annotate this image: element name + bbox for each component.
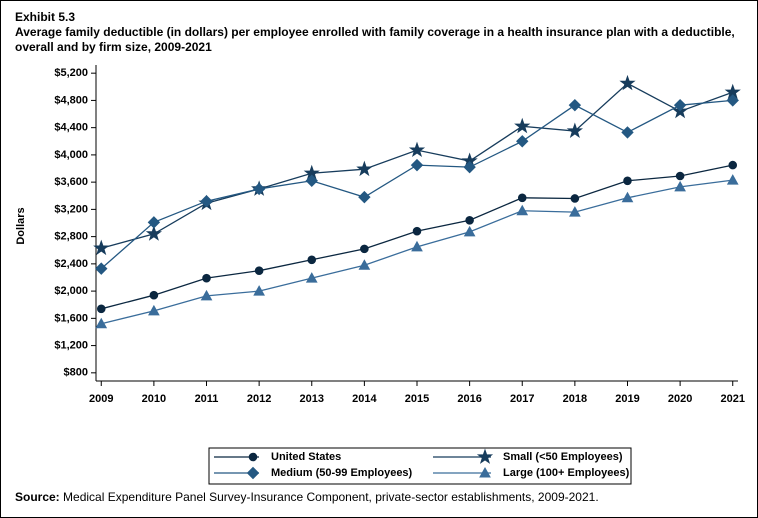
- legend-marker: [248, 452, 258, 462]
- data-point: [148, 304, 160, 316]
- y-tick-label: $2,000: [54, 285, 88, 297]
- data-point: [463, 160, 476, 174]
- data-point: [623, 176, 632, 186]
- data-point: [514, 117, 531, 134]
- x-tick-label: 2012: [247, 393, 271, 405]
- data-point: [358, 259, 371, 270]
- data-point: [726, 94, 739, 107]
- data-point: [726, 174, 739, 185]
- data-point: [569, 206, 581, 217]
- x-tick-label: 2015: [405, 393, 429, 405]
- x-tick-label: 2020: [668, 393, 692, 405]
- data-point: [253, 285, 265, 296]
- x-tick-label: 2010: [142, 393, 166, 405]
- y-tick-label: $800: [64, 367, 88, 379]
- data-point: [200, 194, 213, 208]
- data-point: [149, 290, 159, 300]
- data-point: [358, 190, 371, 204]
- data-point: [465, 215, 474, 225]
- data-point: [147, 216, 161, 229]
- data-point: [516, 204, 529, 216]
- data-point: [96, 304, 106, 314]
- y-tick-label: $2,400: [54, 258, 88, 270]
- data-point: [305, 272, 318, 283]
- exhibit-label: Exhibit 5.3: [15, 10, 76, 24]
- data-point: [202, 273, 211, 283]
- y-tick-label: $4,000: [54, 149, 88, 161]
- y-tick-label: $2,800: [54, 231, 88, 243]
- y-tick-label: $1,200: [54, 339, 88, 351]
- data-point: [673, 98, 687, 112]
- legend-box: [208, 447, 632, 485]
- legend-marker: [246, 466, 260, 480]
- data-point: [95, 317, 108, 329]
- source-label: Source:: [15, 490, 60, 504]
- data-point: [619, 74, 636, 91]
- data-point: [145, 225, 162, 241]
- data-point: [305, 174, 318, 187]
- data-point: [408, 141, 426, 158]
- y-tick-label: $4,400: [54, 122, 88, 134]
- data-point: [410, 158, 424, 172]
- data-point: [566, 122, 583, 138]
- data-point: [516, 135, 529, 148]
- y-axis-label: Dollars: [15, 207, 27, 244]
- y-tick-label: $3,200: [54, 203, 88, 215]
- x-tick-label: 2018: [563, 393, 587, 405]
- data-point: [356, 160, 373, 177]
- data-point: [412, 226, 422, 236]
- data-point: [411, 240, 423, 252]
- x-tick-label: 2009: [89, 393, 113, 405]
- x-tick-label: 2013: [300, 393, 324, 405]
- legend-label: United States: [271, 451, 341, 463]
- data-point: [674, 180, 686, 192]
- legend-label: Medium (50-99 Employees): [271, 467, 413, 479]
- legend-label: Small (<50 Employees): [503, 451, 623, 463]
- data-point: [675, 171, 685, 181]
- data-point: [728, 160, 738, 170]
- data-point: [307, 255, 317, 265]
- data-point: [570, 194, 580, 203]
- data-point: [93, 239, 110, 256]
- legend-marker: [476, 448, 494, 464]
- data-point: [621, 126, 634, 139]
- y-tick-label: $1,600: [54, 312, 88, 324]
- y-tick-label: $3,600: [54, 176, 88, 188]
- x-tick-label: 2016: [457, 393, 481, 405]
- y-tick-label: $4,800: [54, 94, 88, 106]
- data-point: [621, 191, 634, 203]
- data-point: [200, 289, 213, 301]
- data-point: [254, 266, 264, 275]
- series-line: [101, 164, 733, 310]
- data-point: [463, 225, 476, 237]
- legend-marker: [479, 466, 491, 478]
- source-text: Medical Expenditure Panel Survey-Insuran…: [63, 490, 599, 504]
- data-point: [360, 244, 369, 254]
- y-tick-label: $5,200: [54, 67, 88, 79]
- x-tick-label: 2011: [195, 393, 219, 405]
- data-point: [568, 98, 582, 112]
- data-point: [95, 262, 108, 275]
- source-note: Source: Medical Expenditure Panel Survey…: [15, 490, 599, 504]
- x-tick-label: 2014: [352, 393, 377, 405]
- x-tick-label: 2021: [720, 393, 744, 405]
- x-tick-label: 2017: [510, 393, 534, 405]
- x-tick-label: 2019: [615, 393, 639, 405]
- chart-title: Average family deductible (in dollars) p…: [15, 25, 735, 54]
- data-point: [252, 182, 266, 196]
- series-line: [101, 179, 733, 325]
- legend-label: Large (100+ Employees): [503, 467, 630, 479]
- data-point: [517, 193, 527, 203]
